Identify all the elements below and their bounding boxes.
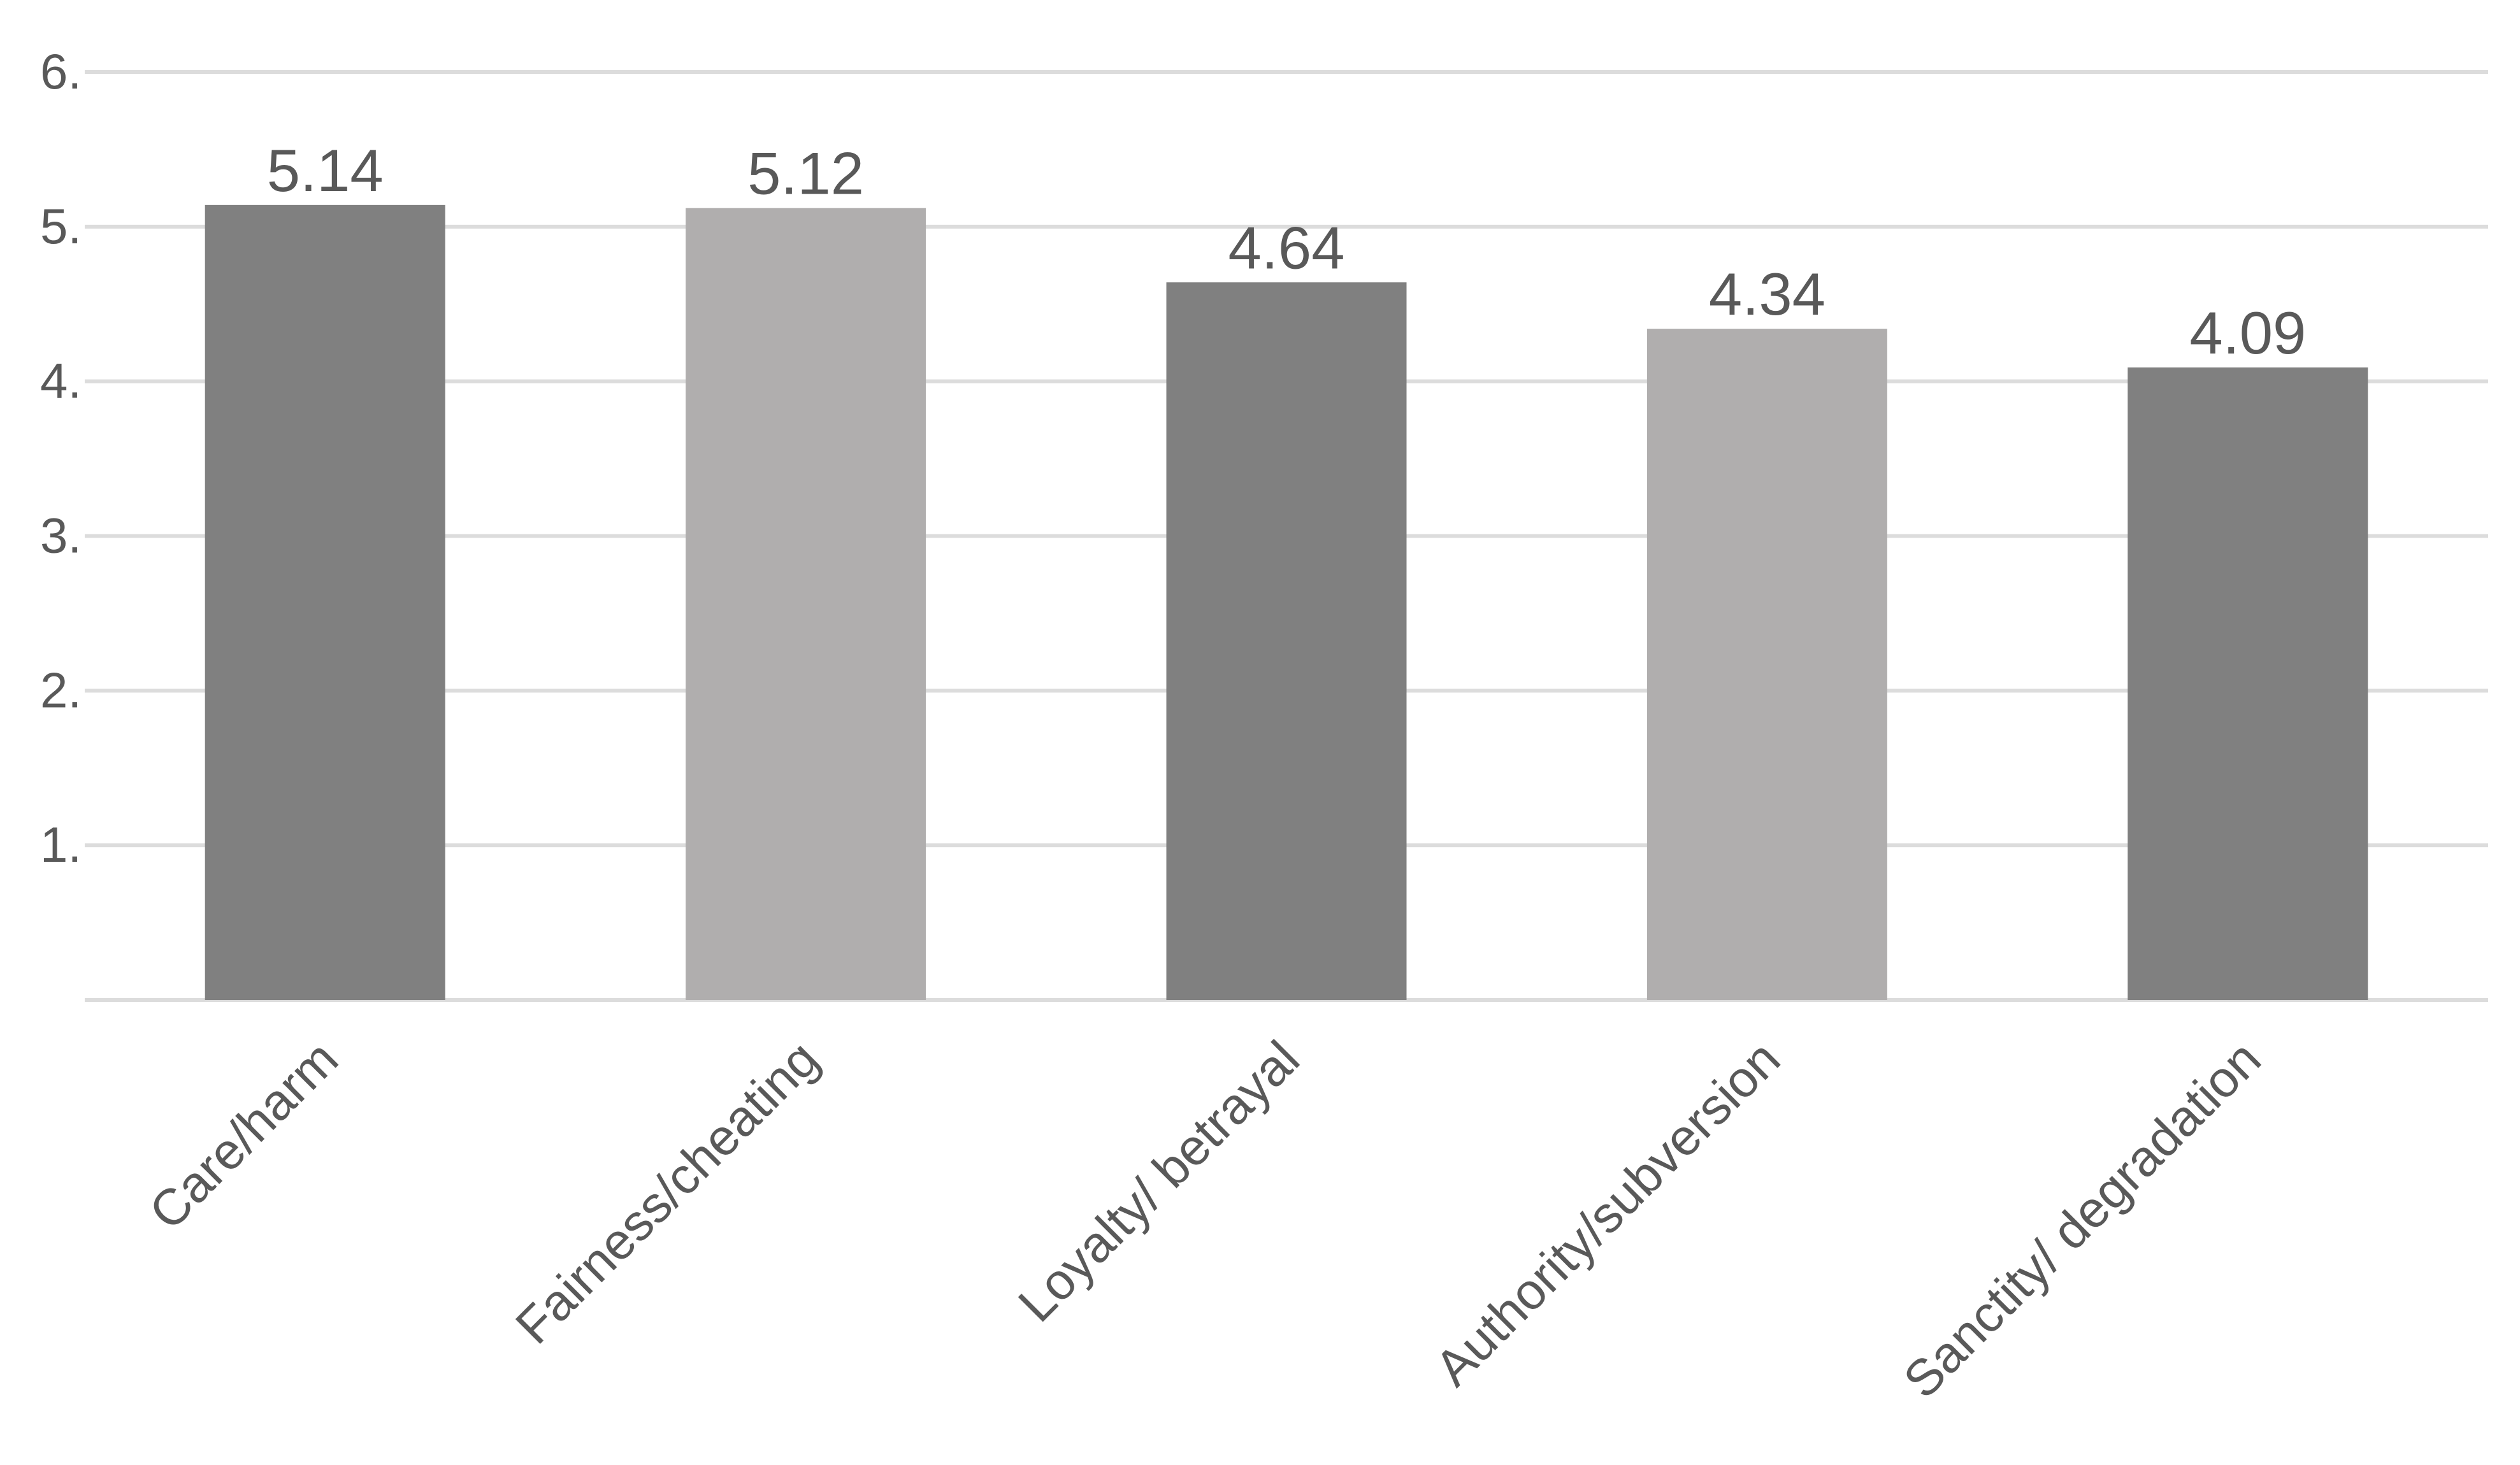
y-tick-label: 6. bbox=[40, 43, 82, 99]
y-tick-label: 2. bbox=[40, 662, 82, 718]
x-tick-label: Care/harm bbox=[138, 1030, 349, 1240]
bars bbox=[205, 204, 2368, 1001]
x-tick-label: Loyalty/ betrayal bbox=[1007, 1030, 1310, 1333]
bar bbox=[1646, 329, 1887, 1001]
data-label: 4.09 bbox=[2189, 299, 2306, 366]
y-tick-label: 5. bbox=[40, 198, 82, 254]
x-tick-label: Sanctity/ degradation bbox=[1892, 1030, 2271, 1408]
data-labels: 5.14 5.12 4.64 4.34 4.09 bbox=[267, 137, 2307, 366]
x-tick-label: Authority/subversion bbox=[1424, 1030, 1790, 1396]
y-tick-label: 3. bbox=[40, 508, 82, 564]
data-label: 4.34 bbox=[1709, 261, 1825, 327]
bar bbox=[686, 208, 926, 1000]
bar bbox=[205, 204, 445, 1000]
x-tick-label: Fairness/cheating bbox=[505, 1030, 829, 1354]
bar bbox=[1166, 282, 1407, 1001]
y-tick-label: 1. bbox=[40, 817, 82, 873]
data-label: 5.12 bbox=[747, 140, 864, 207]
data-label: 4.64 bbox=[1228, 214, 1345, 281]
x-axis-tick-labels: Care/harm Fairness/cheating Loyalty/ betra… bbox=[138, 1030, 2272, 1408]
y-axis-tick-labels: 1. 2. 3. 4. 5. 6. bbox=[40, 43, 82, 873]
y-tick-label: 4. bbox=[40, 353, 82, 409]
data-label: 5.14 bbox=[267, 137, 384, 204]
bar bbox=[2128, 367, 2368, 1000]
